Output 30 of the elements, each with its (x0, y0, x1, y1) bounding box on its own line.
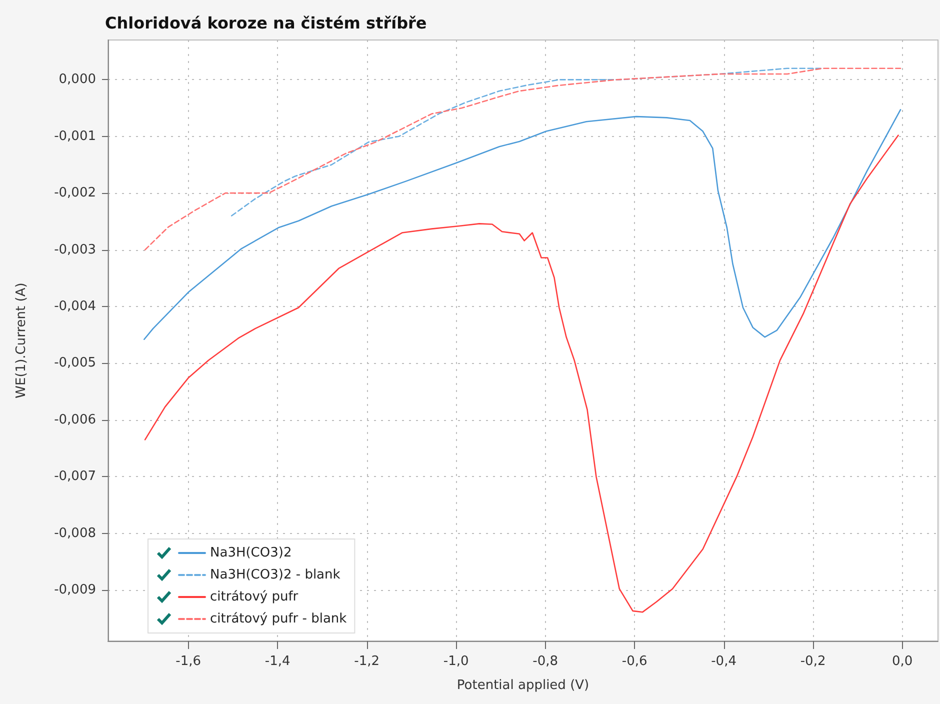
y-tick-label: -0,008 (54, 526, 96, 541)
legend-label: Na3H(CO3)2 (210, 546, 292, 560)
y-tick-label: -0,005 (54, 356, 96, 371)
x-tick-label: -1,6 (176, 654, 202, 669)
x-tick-label: -1,4 (264, 654, 290, 669)
x-tick-label: -1,0 (443, 654, 469, 669)
x-axis-title: Potential applied (V) (456, 678, 590, 693)
x-tick-label: -0,6 (622, 654, 648, 669)
y-tick-label: -0,006 (54, 412, 96, 428)
y-tick-label: -0,003 (54, 242, 96, 258)
line-series (230, 68, 824, 216)
legend-label: citrátový pufr (210, 590, 299, 604)
line-series (144, 68, 902, 250)
y-tick-label: -0,002 (54, 186, 96, 201)
x-tick-label: 0,0 (892, 654, 913, 669)
line-series (143, 109, 902, 340)
line-series (144, 134, 899, 613)
chart-title: Chloridová koroze na čistém stříbře (105, 14, 427, 32)
x-tick-label: -0,8 (532, 654, 558, 669)
legend-label: citrátový pufr - blank (210, 612, 348, 626)
x-tick-label: -0,4 (711, 654, 736, 669)
x-tick-label: -1,2 (354, 654, 380, 669)
y-tick-label: 0,000 (58, 72, 96, 88)
legend-label: Na3H(CO3)2 - blank (210, 568, 341, 582)
y-tick-label: -0,004 (54, 298, 96, 314)
y-tick-label: -0,007 (54, 469, 96, 484)
y-axis-title: WE(1).Current (A) (14, 282, 29, 398)
y-tick-label: -0,001 (54, 128, 96, 144)
y-tick-label: -0,009 (54, 582, 96, 598)
x-tick-label: -0,2 (800, 654, 826, 669)
